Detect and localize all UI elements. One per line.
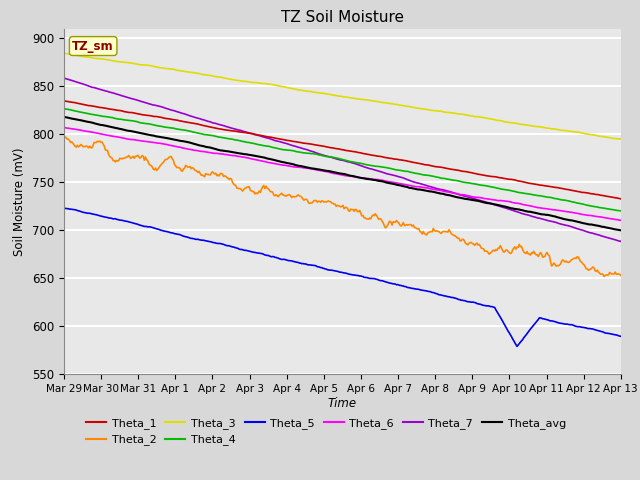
Line: Theta_7: Theta_7 (64, 78, 621, 241)
Theta_4 (617, 208, 625, 214)
Line: Theta_avg: Theta_avg (64, 117, 621, 230)
Line: Theta_4: Theta_4 (64, 108, 621, 211)
Theta_3 (362, 97, 369, 103)
Theta_1 (617, 196, 625, 202)
Theta_1 (362, 151, 369, 157)
Theta_6 (617, 217, 625, 223)
Theta_3 (392, 101, 399, 107)
Theta_3 (617, 136, 625, 142)
Theta_5 (328, 267, 335, 273)
Theta_7 (617, 239, 625, 244)
Line: Theta_2: Theta_2 (64, 137, 621, 276)
Theta_avg (328, 169, 335, 175)
Theta_2 (326, 199, 333, 204)
X-axis label: Time: Time (328, 397, 357, 410)
Theta_5 (605, 331, 612, 336)
Theta_3 (324, 91, 332, 97)
Theta_1 (604, 193, 611, 199)
Theta_2 (600, 274, 608, 279)
Theta_6 (362, 175, 369, 181)
Theta_avg (60, 114, 68, 120)
Theta_5 (518, 338, 525, 344)
Theta_3 (516, 121, 524, 127)
Theta_5 (392, 281, 399, 287)
Theta_4 (60, 106, 68, 111)
Theta_6 (60, 125, 68, 131)
Text: TZ_sm: TZ_sm (72, 39, 114, 52)
Line: Theta_3: Theta_3 (64, 53, 621, 139)
Theta_2 (617, 273, 625, 278)
Theta_5 (362, 275, 369, 280)
Theta_5 (513, 344, 521, 349)
Theta_2 (393, 217, 401, 223)
Theta_6 (516, 201, 524, 207)
Theta_7 (516, 210, 524, 216)
Line: Theta_1: Theta_1 (64, 101, 621, 199)
Theta_7 (392, 173, 399, 179)
Theta_2 (518, 243, 525, 249)
Theta_6 (324, 169, 332, 175)
Theta_avg (324, 168, 332, 174)
Theta_avg (392, 181, 399, 187)
Title: TZ Soil Moisture: TZ Soil Moisture (281, 10, 404, 25)
Theta_5 (324, 267, 332, 273)
Theta_4 (604, 206, 611, 212)
Theta_6 (328, 170, 335, 176)
Theta_3 (60, 50, 68, 56)
Theta_2 (61, 134, 69, 140)
Theta_avg (516, 207, 524, 213)
Y-axis label: Soil Moisture (mV): Soil Moisture (mV) (13, 147, 26, 256)
Theta_2 (329, 200, 337, 206)
Theta_6 (392, 180, 399, 186)
Theta_4 (516, 190, 524, 195)
Theta_2 (60, 135, 68, 141)
Theta_avg (604, 225, 611, 231)
Theta_1 (516, 179, 524, 184)
Theta_2 (362, 216, 370, 222)
Theta_6 (604, 216, 611, 221)
Theta_1 (392, 156, 399, 162)
Theta_7 (604, 235, 611, 240)
Theta_1 (60, 98, 68, 104)
Theta_5 (617, 334, 625, 339)
Theta_4 (362, 161, 369, 167)
Line: Theta_6: Theta_6 (64, 128, 621, 220)
Theta_3 (604, 134, 611, 140)
Line: Theta_5: Theta_5 (64, 208, 621, 347)
Theta_avg (617, 228, 625, 233)
Theta_4 (328, 154, 335, 160)
Theta_2 (606, 270, 614, 276)
Theta_7 (328, 155, 335, 160)
Theta_1 (324, 144, 332, 150)
Theta_4 (392, 167, 399, 173)
Theta_3 (328, 92, 335, 98)
Theta_avg (362, 176, 369, 181)
Theta_1 (328, 145, 335, 151)
Theta_7 (60, 75, 68, 81)
Legend: Theta_1, Theta_2, Theta_3, Theta_4, Theta_5, Theta_6, Theta_7, Theta_avg: Theta_1, Theta_2, Theta_3, Theta_4, Thet… (86, 418, 566, 445)
Theta_5 (60, 205, 68, 211)
Theta_7 (324, 154, 332, 159)
Theta_4 (324, 154, 332, 159)
Theta_7 (362, 164, 369, 170)
